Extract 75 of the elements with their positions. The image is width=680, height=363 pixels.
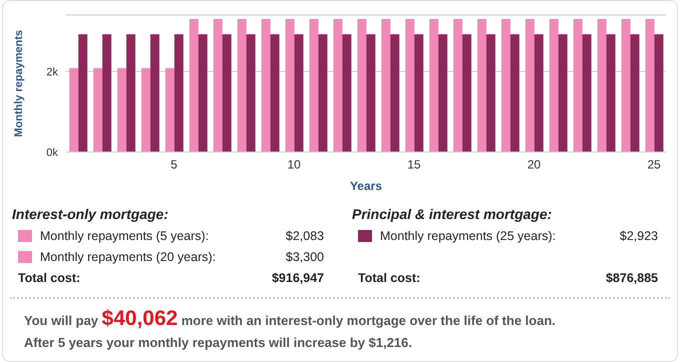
bar bbox=[381, 19, 390, 152]
bar bbox=[630, 34, 640, 152]
text: Total cost: bbox=[358, 270, 422, 284]
bar bbox=[501, 19, 510, 152]
bar bbox=[222, 34, 232, 152]
bar bbox=[126, 34, 136, 152]
bar bbox=[621, 19, 630, 152]
bar bbox=[549, 19, 558, 152]
x-axis-title: Years bbox=[350, 179, 382, 193]
bar bbox=[150, 34, 160, 152]
bar bbox=[189, 19, 198, 152]
bar bbox=[390, 34, 400, 152]
text: $3,300 bbox=[286, 250, 324, 264]
bar bbox=[174, 34, 184, 152]
bar bbox=[246, 34, 256, 152]
bar bbox=[93, 68, 102, 152]
x-tick-label: 5 bbox=[170, 158, 178, 172]
text: Total cost: bbox=[18, 270, 82, 284]
text: more with an interest-only mortgage over the life of the loan. bbox=[181, 313, 556, 328]
bar bbox=[261, 19, 270, 152]
bar bbox=[141, 68, 150, 152]
bar bbox=[534, 34, 544, 152]
text: $40,062 bbox=[102, 307, 178, 330]
bar bbox=[558, 34, 568, 152]
bar bbox=[645, 19, 654, 152]
bar bbox=[405, 19, 414, 152]
bar bbox=[462, 34, 472, 152]
bar bbox=[606, 34, 616, 152]
x-tick-label: 20 bbox=[527, 158, 541, 172]
x-tick-label: 10 bbox=[287, 158, 301, 172]
bar bbox=[414, 34, 424, 152]
bar bbox=[333, 19, 342, 152]
text: $876,885 bbox=[606, 270, 658, 284]
text: You will pay bbox=[24, 313, 98, 328]
bar bbox=[318, 34, 328, 152]
bar bbox=[486, 34, 496, 152]
bar bbox=[78, 34, 88, 152]
x-tick-label: 25 bbox=[647, 158, 661, 172]
bar bbox=[438, 34, 448, 152]
bar bbox=[237, 19, 246, 152]
bar bbox=[165, 68, 174, 152]
bar bbox=[69, 68, 78, 152]
bar bbox=[429, 19, 438, 152]
bar bbox=[270, 34, 280, 152]
bar bbox=[654, 34, 664, 152]
text: Monthly repayments (5 years): bbox=[40, 228, 210, 242]
bar bbox=[453, 19, 462, 152]
text: Interest-only mortgage: bbox=[12, 206, 170, 222]
bar bbox=[213, 19, 222, 152]
text: $2,083 bbox=[286, 228, 324, 242]
y-axis-title: Monthly repayments bbox=[12, 30, 25, 137]
bar bbox=[525, 19, 534, 152]
text: Monthly repayments (25 years): bbox=[380, 228, 557, 242]
bar bbox=[342, 34, 352, 152]
bar bbox=[597, 19, 606, 152]
bar bbox=[198, 34, 208, 152]
bar bbox=[573, 19, 582, 152]
bar bbox=[582, 34, 592, 152]
text: Monthly repayments (20 years): bbox=[40, 250, 217, 264]
text: $916,947 bbox=[272, 270, 324, 284]
bar bbox=[294, 34, 304, 152]
text: $2,923 bbox=[620, 228, 658, 242]
bar bbox=[117, 68, 126, 152]
bar bbox=[309, 19, 318, 152]
x-tick-label: 15 bbox=[407, 158, 421, 172]
bar bbox=[102, 34, 112, 152]
bar bbox=[510, 34, 520, 152]
text: After 5 years your monthly repayments will increase by $1,216. bbox=[24, 334, 414, 352]
bar bbox=[285, 19, 294, 152]
y-tick-label: 2k bbox=[46, 66, 58, 78]
y-tick-label: 0k bbox=[46, 146, 58, 159]
bar bbox=[477, 19, 486, 152]
text: Principal & interest mortgage: bbox=[352, 206, 553, 222]
bar bbox=[357, 19, 366, 152]
bar bbox=[366, 34, 376, 152]
